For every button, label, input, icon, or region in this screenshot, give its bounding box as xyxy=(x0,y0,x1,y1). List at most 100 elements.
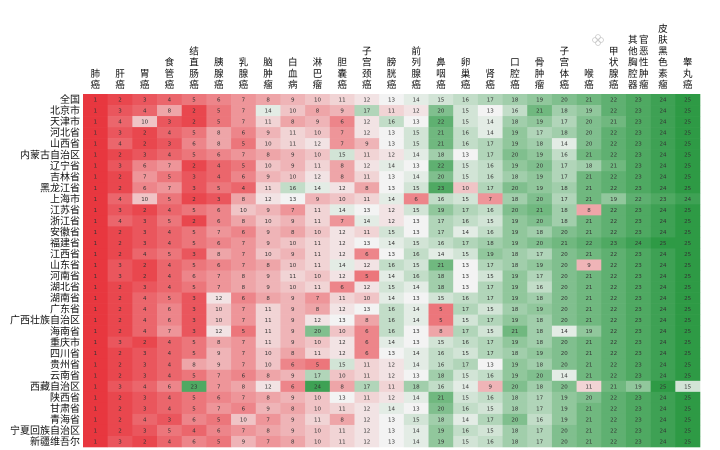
cell-value: 25 xyxy=(684,362,691,368)
cell-value: 21 xyxy=(585,428,592,434)
cell-value: 4 xyxy=(168,351,172,357)
heatmap-cell xyxy=(453,149,479,161)
heatmap-cell xyxy=(206,138,232,150)
cell-value: 19 xyxy=(536,307,543,313)
cell-value: 1 xyxy=(94,241,98,247)
heatmap-cell xyxy=(428,358,454,371)
cell-value: 24 xyxy=(659,131,666,137)
cell-value: 18 xyxy=(511,439,518,445)
cell-value: 19 xyxy=(511,241,518,247)
heatmap-cell xyxy=(601,248,627,260)
cell-value: 1 xyxy=(94,362,98,368)
heatmap-cell xyxy=(379,413,405,426)
heatmap-cell xyxy=(675,303,701,315)
heatmap-cell xyxy=(83,127,108,139)
cell-value: 13 xyxy=(413,219,420,225)
cell-value: 5 xyxy=(168,428,172,434)
heatmap-cell xyxy=(280,149,306,161)
row-label: 江苏省 xyxy=(50,203,80,216)
heatmap-cell xyxy=(329,270,355,282)
cell-value: 12 xyxy=(265,197,272,203)
cell-value: 1 xyxy=(94,208,98,214)
heatmap-cell xyxy=(650,369,676,382)
cell-value: 14 xyxy=(388,340,395,346)
heatmap-cell xyxy=(354,281,380,293)
heatmap-cell xyxy=(527,105,553,117)
heatmap-cell xyxy=(650,358,676,371)
cell-value: 23 xyxy=(635,274,642,280)
cell-value: 10 xyxy=(289,175,296,181)
cell-value: 18 xyxy=(561,208,568,214)
cell-value: 15 xyxy=(437,296,444,302)
cell-value: 8 xyxy=(439,329,443,335)
heatmap-cell xyxy=(231,435,257,448)
cell-value: 6 xyxy=(414,197,418,203)
heatmap-cell xyxy=(551,347,577,360)
heatmap-cell xyxy=(231,127,257,139)
heatmap-cell xyxy=(551,193,577,205)
cell-value: 17 xyxy=(462,241,469,247)
heatmap-cell xyxy=(551,391,577,404)
heatmap-cell xyxy=(527,248,553,260)
heatmap-cell xyxy=(132,127,158,139)
heatmap-cell xyxy=(132,160,158,172)
cell-value: 21 xyxy=(585,175,592,181)
cell-value: 15 xyxy=(487,219,494,225)
heatmap-cell xyxy=(181,402,207,415)
heatmap-cell xyxy=(428,281,454,293)
cell-value: 1 xyxy=(94,439,98,445)
heatmap-cell xyxy=(453,138,479,150)
cell-value: 9 xyxy=(266,131,270,137)
heatmap-cell xyxy=(675,105,701,117)
heatmap-cell xyxy=(403,259,429,271)
cell-value: 23 xyxy=(635,120,642,126)
heatmap-cell xyxy=(502,127,528,139)
heatmap-cell xyxy=(354,116,380,128)
cell-value: 24 xyxy=(659,219,666,225)
cell-value: 25 xyxy=(659,384,666,390)
cell-value: 2 xyxy=(143,142,147,148)
cell-value: 9 xyxy=(291,296,295,302)
cell-value: 5 xyxy=(439,318,443,324)
heatmap-cell xyxy=(354,149,380,161)
heatmap-cell xyxy=(107,303,133,315)
heatmap-cell xyxy=(280,248,306,260)
heatmap-cell xyxy=(255,413,281,426)
heatmap-cell xyxy=(206,336,232,349)
cell-value: 18 xyxy=(561,186,568,192)
row-label: 四川省 xyxy=(50,347,80,360)
cell-value: 12 xyxy=(363,164,370,170)
cell-value: 14 xyxy=(339,208,346,214)
cell-value: 21 xyxy=(585,230,592,236)
cell-value: 7 xyxy=(242,153,246,159)
cell-value: 1 xyxy=(94,395,98,401)
heatmap-cell xyxy=(206,402,232,415)
cell-value: 11 xyxy=(265,318,272,324)
cell-value: 3 xyxy=(192,296,196,302)
cell-value: 10 xyxy=(265,362,272,368)
heatmap-cell xyxy=(255,402,281,415)
cell-value: 7 xyxy=(217,406,221,412)
heatmap-cell xyxy=(551,138,577,150)
cell-value: 10 xyxy=(339,197,346,203)
cell-value: 2 xyxy=(118,373,122,379)
heatmap-cell xyxy=(280,138,306,150)
heatmap-cell xyxy=(477,402,503,415)
heatmap-cell xyxy=(453,94,479,106)
heatmap-cell xyxy=(428,314,454,326)
heatmap-cell xyxy=(329,193,355,205)
heatmap-cell xyxy=(280,270,306,282)
cell-value: 3 xyxy=(168,142,172,148)
heatmap-cell xyxy=(453,380,479,393)
heatmap-cell xyxy=(157,391,183,404)
cell-value: 19 xyxy=(536,153,543,159)
heatmap-cell xyxy=(403,402,429,415)
cell-value: 8 xyxy=(217,142,221,148)
heatmap-cell xyxy=(255,270,281,282)
cell-value: 3 xyxy=(143,362,147,368)
cell-value: 3 xyxy=(118,109,122,115)
heatmap-cell xyxy=(280,204,306,216)
heatmap-cell xyxy=(280,259,306,271)
heatmap-cell xyxy=(502,94,528,106)
cell-value: 14 xyxy=(487,120,494,126)
